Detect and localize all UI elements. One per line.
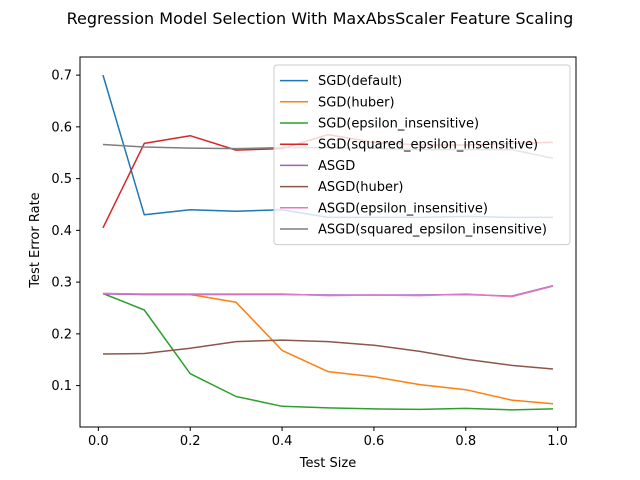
series-line-5 — [102, 339, 554, 370]
legend-box — [273, 64, 571, 246]
axes: 0.0 0.2 0.4 0.6 0.8 1.0 0.1 0.2 0.3 0.4 0.5 0.6 0.7 — [51, 56, 577, 449]
y-tick-label: 0.7 — [51, 69, 72, 84]
series-line-2 — [102, 292, 554, 411]
series-line-6 — [102, 285, 554, 298]
y-tick-label: 0.5 — [51, 172, 72, 187]
x-tick-label: 0.8 — [455, 434, 476, 449]
x-tick-label: 0.0 — [88, 434, 109, 449]
y-axis-label: Test Error Rate — [28, 192, 43, 288]
legend-label: ASGD(epsilon_insensitive) — [318, 201, 488, 216]
y-tick-label: 0.2 — [51, 327, 72, 342]
legend-label: ASGD(squared_epsilon_insensitive) — [318, 223, 547, 238]
x-tick-label: 0.6 — [364, 434, 385, 449]
legend: SGD(default) SGD(huber) SGD(epsilon_insens… — [273, 64, 571, 246]
legend-label: SGD(default) — [318, 74, 402, 89]
legend-label: SGD(squared_epsilon_insensitive) — [318, 138, 538, 153]
y-tick-label: 0.1 — [51, 379, 72, 394]
x-tick-label: 0.4 — [272, 434, 293, 449]
x-axis-label: Test Size — [299, 456, 356, 471]
legend-label: ASGD(huber) — [318, 180, 403, 195]
y-tick-label: 0.3 — [51, 276, 72, 291]
legend-label: SGD(epsilon_insensitive) — [318, 117, 479, 132]
y-tick-label: 0.4 — [51, 224, 72, 239]
chart-title: Regression Model Selection With MaxAbsSc… — [67, 9, 574, 28]
legend-label: ASGD — [318, 159, 355, 174]
plot-lines — [102, 74, 554, 411]
x-tick-label: 0.2 — [180, 434, 201, 449]
x-tick-label: 1.0 — [547, 434, 568, 449]
y-tick-label: 0.6 — [51, 120, 72, 135]
plot-frame — [79, 56, 577, 428]
legend-label: SGD(huber) — [318, 95, 395, 110]
